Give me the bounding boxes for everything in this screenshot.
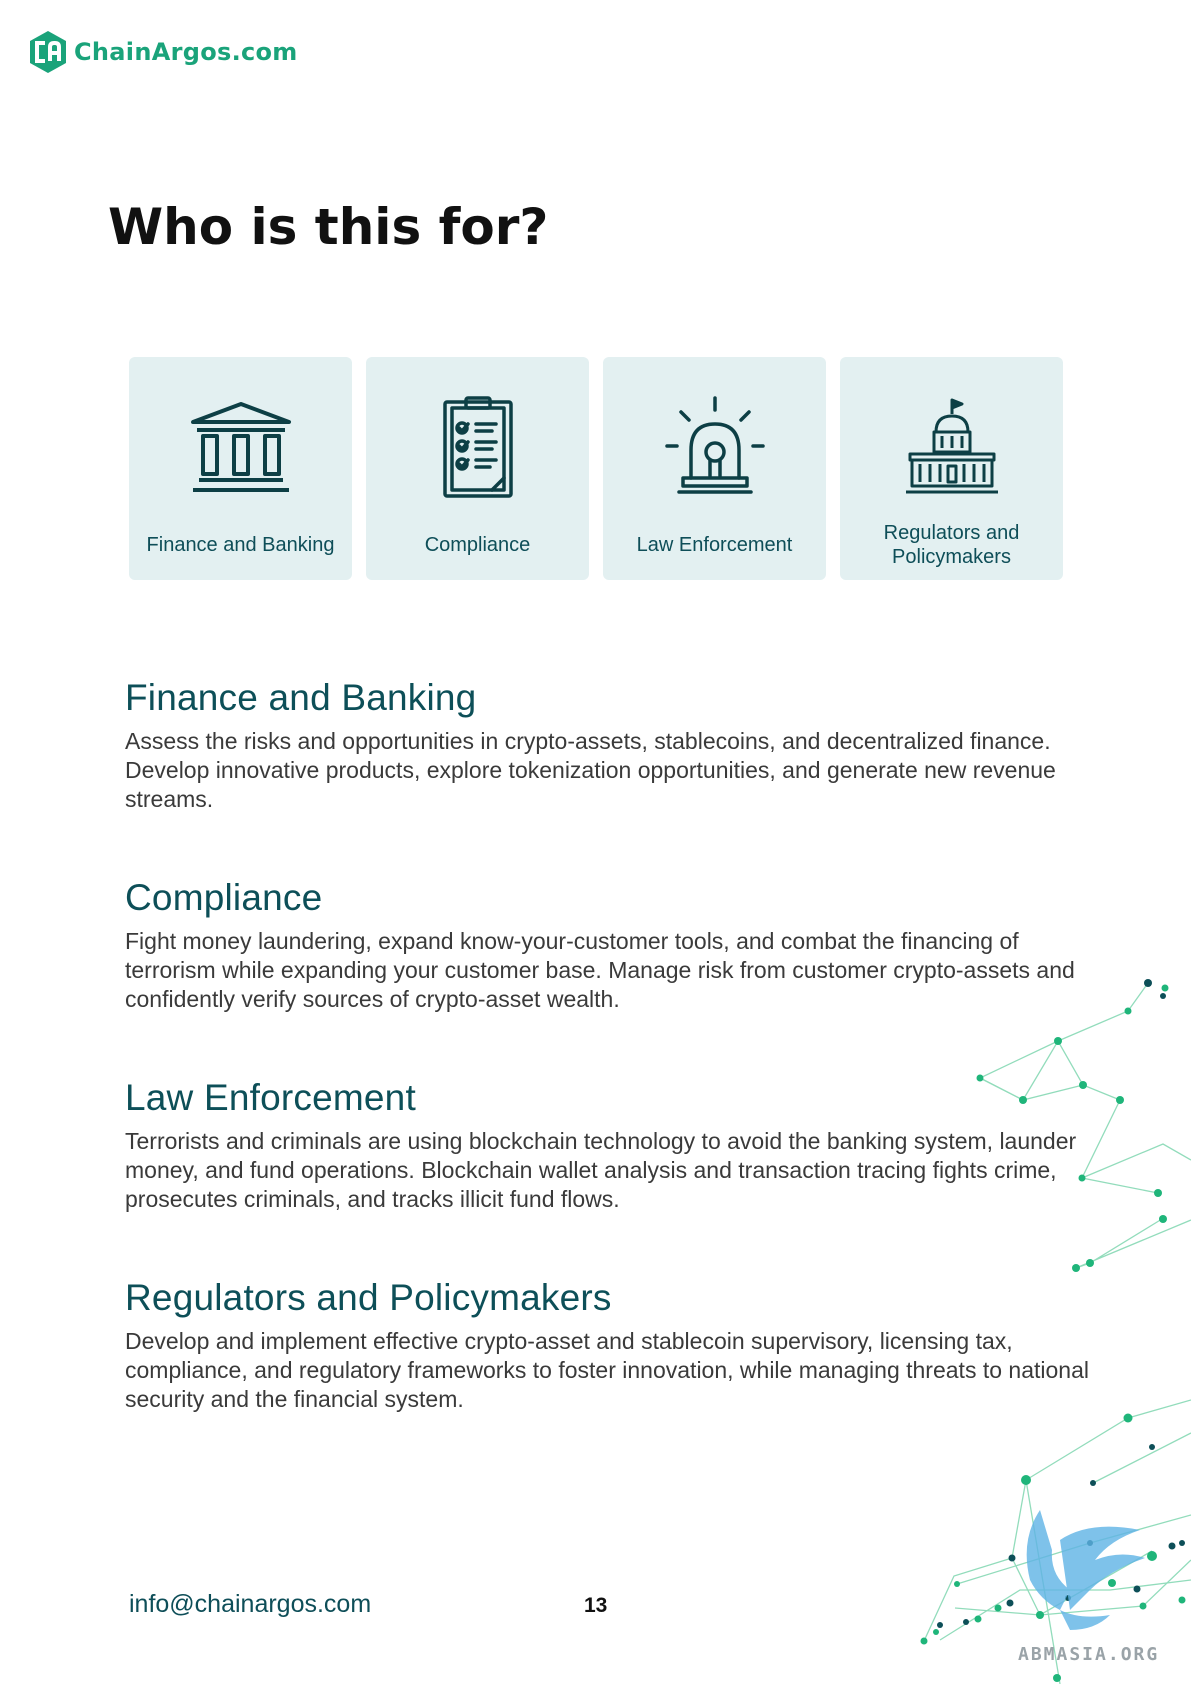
checklist-icon	[423, 393, 533, 503]
section-compliance: Compliance Fight money laundering, expan…	[125, 877, 1105, 1014]
page-number: 13	[584, 1594, 608, 1617]
section-body: Develop and implement effective crypto-a…	[125, 1328, 1089, 1412]
contact-email-link[interactable]: info@chainargos.com	[129, 1590, 372, 1618]
watermark-bird-icon	[1026, 1510, 1145, 1630]
chainargos-logo-icon	[30, 31, 66, 73]
section-finance-banking: Finance and Banking Assess the risks and…	[125, 677, 1105, 814]
capitol-icon	[897, 393, 1007, 503]
siren-icon	[660, 393, 770, 503]
page-title: Who is this for?	[108, 198, 549, 256]
card-law-enforcement[interactable]: Law Enforcement	[603, 357, 826, 580]
card-label: Regulators and Policymakers	[883, 522, 1020, 568]
section-heading: Law Enforcement	[125, 1077, 416, 1118]
audience-cards: Finance and Banking Compliance	[129, 357, 1063, 580]
brand-logo[interactable]: ChainArgos.com	[28, 30, 298, 74]
logo-text: ChainArgos.com	[74, 38, 298, 66]
section-body: Terrorists and criminals are using block…	[125, 1128, 1077, 1212]
card-compliance[interactable]: Compliance	[366, 357, 589, 580]
card-finance-banking[interactable]: Finance and Banking	[129, 357, 352, 580]
section-law-enforcement: Law Enforcement Terrorists and criminals…	[125, 1077, 1105, 1214]
card-label: Law Enforcement	[636, 534, 793, 556]
section-body: Assess the risks and opportunities in cr…	[125, 728, 1056, 812]
section-body: Fight money laundering, expand know-your…	[125, 928, 1075, 1012]
card-label: Compliance	[424, 534, 531, 556]
card-regulators-policymakers[interactable]: Regulators and Policymakers	[840, 357, 1063, 580]
card-label: Finance and Banking	[146, 534, 335, 556]
watermark-text: ABMASIA.ORG	[1018, 1644, 1160, 1665]
section-regulators-policymakers: Regulators and Policymakers Develop and …	[125, 1277, 1105, 1414]
bank-icon	[186, 393, 296, 503]
section-heading: Regulators and Policymakers	[125, 1277, 612, 1318]
section-heading: Compliance	[125, 877, 323, 918]
section-heading: Finance and Banking	[125, 677, 477, 718]
